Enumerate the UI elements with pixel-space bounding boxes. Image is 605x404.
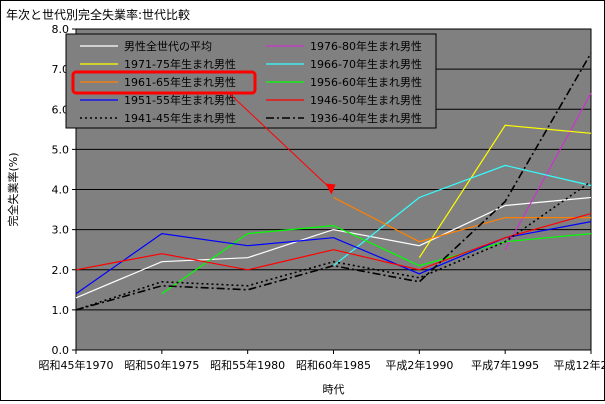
series-line-1 [504,92,592,250]
y-tick-label: 0.0 [52,344,70,357]
y-tick-label: 3.0 [52,224,70,237]
legend-entry: 1961-65年生まれ男性 [124,75,236,89]
y-tick-label: 4.0 [52,184,70,197]
series-line-2 [418,124,592,259]
legend-entry: 1946-50年生まれ男性 [310,93,422,107]
series-line-3 [333,164,592,267]
y-tick-label: 2.0 [52,264,70,277]
x-tick-label: 昭和55年1980 [210,358,285,372]
y-tick-label: 1.0 [52,304,70,317]
series-line-7 [75,213,592,271]
legend-entry: 1956-60年生まれ男性 [310,75,422,89]
series-line-9 [75,52,592,311]
y-tick-label: 7.0 [52,63,70,76]
highlight-arrow [229,93,332,190]
series-line-4 [333,196,591,243]
y-axis-label: 完全失業率(%) [6,152,20,226]
legend-entry: 1951-55年生まれ男性 [124,93,236,107]
highlight-box [71,70,257,95]
legend-entry: 1971-75年生まれ男性 [124,57,236,71]
legend-entry: 1936-40年生まれ男性 [310,111,422,125]
legend [65,33,437,129]
legend-entry: 1966-70年生まれ男性 [310,57,422,71]
x-tick-label: 昭和45年1970 [39,358,114,372]
x-tick-label: 平成7年1995 [471,358,539,372]
x-tick-label: 平成12年2000 [554,358,605,372]
series-line-8 [75,180,592,311]
legend-entry: 1976-80年生まれ男性 [310,39,422,53]
arrowhead-icon [325,183,336,195]
legend-entry: 男性全世代の平均 [124,39,212,53]
x-axis-label: 時代 [323,383,345,396]
x-tick-label: 昭和60年1985 [296,358,371,372]
x-tick-label: 平成2年1990 [385,358,453,372]
y-tick-label: 8.0 [52,23,70,36]
y-tick-label: 6.0 [52,103,70,116]
legend-entry: 1941-45年生まれ男性 [124,111,236,125]
x-tick-label: 昭和50年1975 [124,358,199,372]
y-tick-label: 5.0 [52,143,70,156]
chart-title: 年次と世代別完全失業率:世代比較 [6,7,190,22]
series-line-0 [75,196,592,299]
